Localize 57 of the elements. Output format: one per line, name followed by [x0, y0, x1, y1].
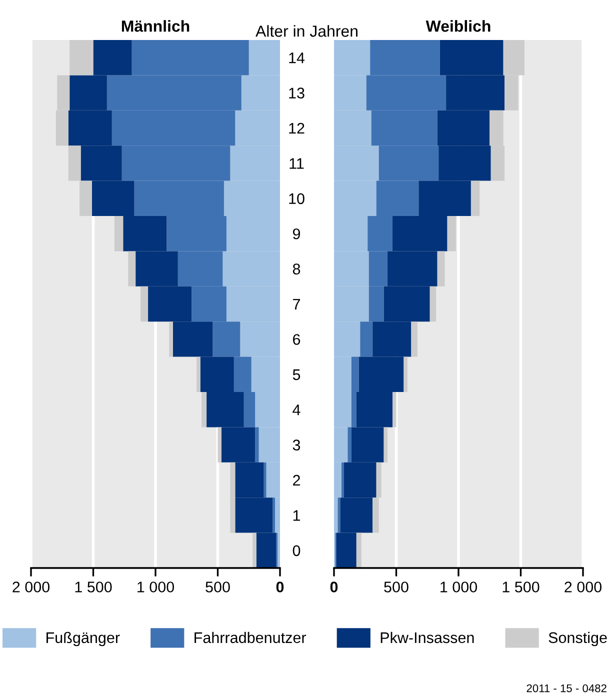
bar	[196, 356, 200, 392]
text: 2011 - 15 - 0482	[526, 684, 606, 692]
bar	[470, 180, 480, 216]
bar	[252, 532, 256, 568]
legend-label: Pkw-Insassen	[380, 632, 474, 644]
bar	[356, 532, 362, 568]
x-tick-label: 1 000	[440, 582, 478, 592]
bar	[437, 251, 445, 286]
y-tick-label: 10	[289, 193, 304, 204]
y-tick-label: 0	[292, 545, 300, 556]
y-tick-label: 1	[293, 510, 300, 521]
bar	[447, 216, 456, 252]
y-axis-title: Alter in Jahren	[256, 25, 358, 37]
x-tick-label: 500	[206, 582, 230, 592]
y-tick-label: 9	[292, 228, 300, 240]
y-tick-label: 14	[289, 52, 305, 64]
bar	[384, 427, 388, 462]
bar	[255, 427, 259, 462]
bar	[128, 251, 136, 286]
bar	[411, 322, 418, 357]
y-tick-label: 11	[290, 158, 304, 169]
bar	[404, 356, 408, 392]
x-tick-label: 2 000	[564, 582, 602, 592]
bar	[272, 498, 276, 533]
x-tick-label: 1 000	[138, 582, 174, 592]
y-tick-label: 4	[292, 404, 300, 416]
bar	[430, 286, 436, 322]
x-tick-label: 2 000	[12, 582, 50, 592]
bar	[218, 427, 222, 462]
legend-label: Fahrradbenutzer	[194, 632, 306, 644]
y-tick-label: 13	[289, 88, 304, 98]
y-tick-label: 2	[293, 474, 300, 486]
bar	[341, 462, 344, 498]
legend-label: Fußgänger	[46, 632, 120, 646]
chart-title: Weiblich	[426, 20, 490, 32]
y-tick-label: 8	[292, 264, 300, 274]
bar	[348, 427, 352, 462]
y-tick-label: 5	[292, 369, 300, 380]
x-tick-label: 0	[276, 582, 284, 592]
x-tick-label: 1 500	[75, 582, 112, 592]
bar	[140, 286, 148, 322]
bar	[338, 498, 340, 533]
bar	[392, 392, 396, 428]
bar	[169, 322, 173, 357]
x-tick-label: 0	[330, 582, 338, 592]
legend-label: Sonstige	[548, 632, 607, 646]
y-tick-label: 7	[293, 299, 300, 310]
x-tick-label: 1 500	[502, 582, 540, 592]
y-tick-label: 3	[292, 440, 300, 450]
bar	[70, 40, 94, 76]
bar	[264, 462, 266, 498]
chart-title: Männlich	[122, 20, 190, 32]
bar	[114, 216, 124, 252]
x-tick-label: 500	[384, 582, 408, 592]
bar	[202, 392, 207, 428]
y-tick-label: 6	[293, 334, 300, 345]
y-tick-label: 12	[289, 122, 304, 134]
